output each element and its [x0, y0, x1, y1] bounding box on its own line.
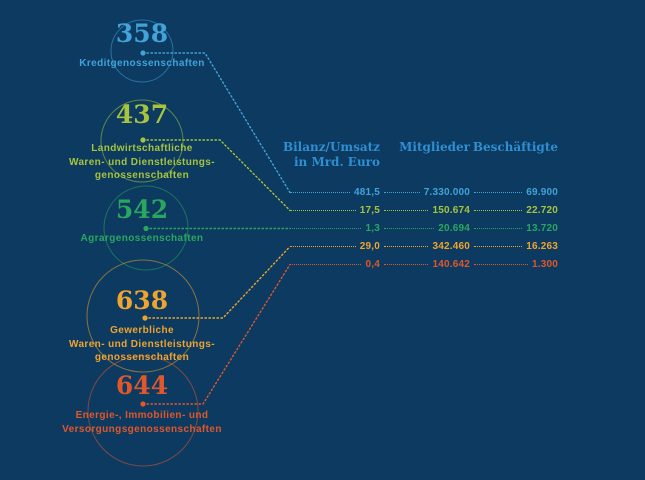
stat-row-gewerblich: 29,0 342.460 16.263 — [290, 240, 558, 253]
dotted-leader — [384, 192, 420, 193]
stat-value-bilanz: 1,3 — [365, 223, 380, 234]
category-label-landwirtschaft: Landwirtschaftliche Waren- und Dienstlei… — [32, 142, 252, 183]
category-label-energie: Energie-, Immobilien- und Versorgungsgen… — [32, 409, 252, 436]
connector-line-gewerblich — [144, 245, 291, 319]
dotted-leader — [290, 210, 356, 211]
stat-cell: 20.694 — [380, 222, 470, 235]
anchor-dot-energie — [140, 401, 146, 407]
category-circle-kredit — [110, 19, 174, 83]
dotted-leader — [384, 264, 429, 265]
stat-cell: 140.642 — [380, 258, 470, 271]
stat-cell: 1.300 — [470, 258, 558, 271]
category-circle-landwirtschaft — [100, 99, 184, 183]
anchor-dot-kredit — [140, 50, 146, 56]
stat-row-energie: 0,4 140.642 1.300 — [290, 258, 558, 271]
connector-line-energie — [142, 263, 291, 405]
dotted-leader — [474, 192, 523, 193]
stat-cell: 16.263 — [470, 240, 558, 253]
category-label-line: Versorgungsgenossenschaften — [62, 423, 222, 435]
category-count-energie: 644 — [115, 371, 169, 400]
stat-row-landwirtschaft: 17,5 150.674 22.720 — [290, 204, 558, 217]
stat-cell: 150.674 — [380, 204, 470, 217]
stat-value-mitglieder: 342.460 — [432, 241, 470, 252]
category-count-agrar: 542 — [115, 195, 169, 224]
category-label-line: Gewerbliche — [110, 325, 174, 336]
dotted-leader — [384, 246, 429, 247]
category-count-kredit: 358 — [115, 19, 169, 48]
stat-cell: 22.720 — [470, 204, 558, 217]
category-count-landwirtschaft: 437 — [115, 100, 169, 129]
category-label-line: Landwirtschaftliche — [91, 143, 193, 154]
dotted-leader — [474, 246, 523, 247]
stat-value-bilanz: 29,0 — [359, 241, 380, 252]
dotted-leader — [290, 228, 362, 229]
stat-row-agrar: 1,3 20.694 13.720 — [290, 222, 558, 235]
connector-line-landwirtschaft — [142, 139, 291, 212]
category-label-line: Waren- und Dienstleistungs- — [69, 156, 215, 168]
stat-value-mitglieder: 20.694 — [438, 223, 470, 234]
category-label-line: genossenschaften — [94, 352, 190, 363]
category-label-line: Energie-, Immobilien- und — [75, 410, 209, 421]
stat-cell: 0,4 — [290, 258, 380, 271]
stat-value-beschaeftigte: 22.720 — [526, 205, 558, 216]
stat-value-beschaeftigte: 1.300 — [531, 259, 558, 270]
category-circle-energie — [87, 355, 199, 467]
column-header-mitglieder: Mitglieder — [399, 140, 470, 154]
dotted-leader — [384, 228, 435, 229]
dotted-leader — [290, 264, 362, 265]
stat-value-bilanz: 481,5 — [353, 187, 380, 198]
stat-value-beschaeftigte: 13.720 — [526, 223, 558, 234]
stat-value-bilanz: 0,4 — [365, 259, 380, 270]
column-header-line: Bilanz/Umsatz — [282, 140, 380, 154]
stat-cell: 342.460 — [380, 240, 470, 253]
stat-value-mitglieder: 150.674 — [432, 205, 470, 216]
stat-cell: 29,0 — [290, 240, 380, 253]
category-label-line: Agrargenossenschaften — [80, 233, 204, 244]
dotted-leader — [290, 246, 356, 247]
column-header-beschaeftigte: Beschäftigte — [472, 140, 558, 154]
stat-value-bilanz: 17,5 — [359, 205, 380, 216]
stat-row-kredit: 481,5 7.330.000 69.900 — [290, 186, 558, 199]
stat-value-beschaeftigte: 16.263 — [526, 241, 558, 252]
category-circle-gewerblich — [86, 259, 200, 373]
category-label-kredit: Kreditgenossenschaften — [32, 57, 252, 71]
stat-value-mitglieder: 140.642 — [432, 259, 470, 270]
stat-value-mitglieder: 7.330.000 — [423, 187, 470, 198]
category-label-line: Kreditgenossenschaften — [79, 58, 205, 69]
category-label-agrar: Agrargenossenschaften — [32, 232, 252, 246]
column-header-bilanz: Bilanz/Umsatz in Mrd. Euro — [250, 140, 380, 170]
connector-line-kredit — [142, 52, 291, 194]
stat-cell: 13.720 — [470, 222, 558, 235]
category-circle-agrar — [103, 185, 189, 271]
stat-cell: 7.330.000 — [380, 186, 470, 199]
anchor-dot-agrar — [143, 225, 149, 232]
category-label-gewerblich: Gewerbliche Waren- und Dienstleistungs- … — [32, 324, 252, 365]
category-label-line: Waren- und Dienstleistungs- — [69, 338, 215, 350]
anchor-dot-landwirtschaft — [140, 137, 146, 143]
dotted-leader — [290, 192, 350, 193]
category-count-gewerblich: 638 — [115, 286, 169, 315]
dotted-leader — [474, 228, 523, 229]
dotted-leader — [384, 210, 429, 211]
stat-value-beschaeftigte: 69.900 — [526, 187, 558, 198]
dotted-leader — [474, 264, 528, 265]
stat-cell: 17,5 — [290, 204, 380, 217]
anchor-dot-gewerblich — [142, 315, 148, 321]
dotted-leader — [474, 210, 523, 211]
stat-cell: 69.900 — [470, 186, 558, 199]
stat-cell: 1,3 — [290, 222, 380, 235]
category-label-line: genossenschaften — [94, 170, 190, 181]
stat-cell: 481,5 — [290, 186, 380, 199]
column-header-line: in Mrd. Euro — [293, 155, 380, 169]
